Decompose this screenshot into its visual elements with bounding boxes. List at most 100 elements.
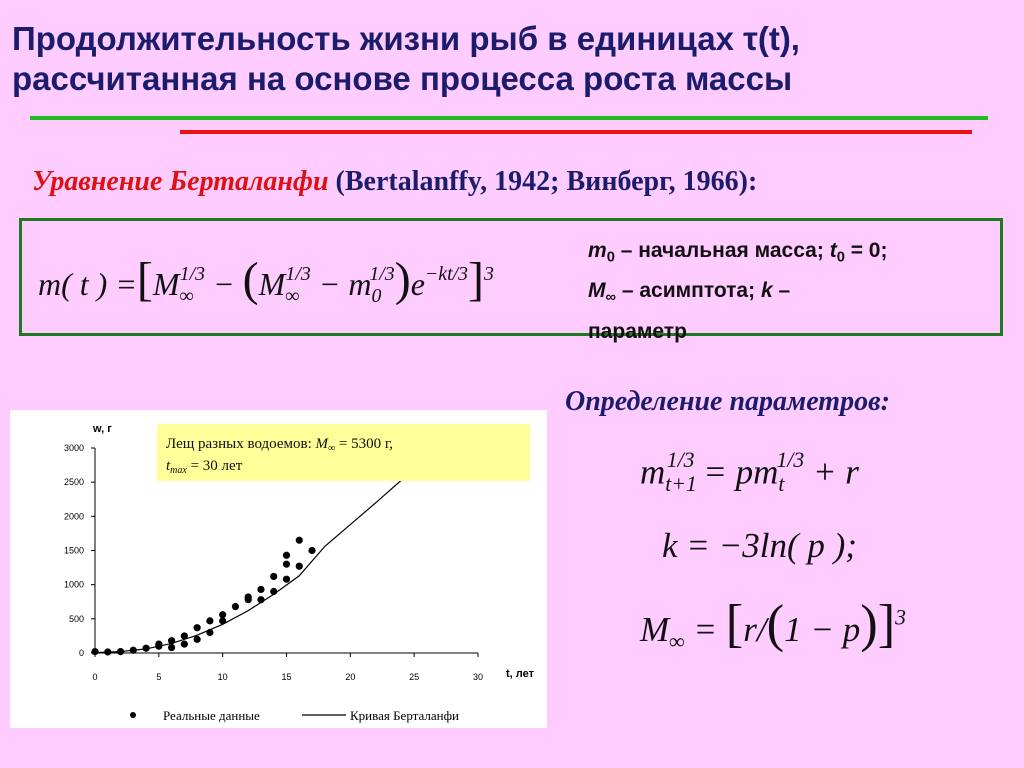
- point: [282, 560, 291, 568]
- point: [295, 536, 303, 544]
- x-tick-label: 20: [345, 672, 355, 682]
- point: [231, 602, 240, 611]
- f: ∞: [285, 284, 300, 307]
- f: m: [640, 452, 666, 492]
- point: [206, 617, 214, 625]
- f: ): [394, 253, 411, 306]
- y-axis-label: w, г: [92, 423, 112, 435]
- annotation-box: [157, 424, 530, 481]
- f: ): [860, 595, 878, 653]
- n: 0: [606, 249, 615, 266]
- a: max: [170, 465, 187, 476]
- f: −kt/3: [424, 263, 469, 286]
- legend-dot: [130, 712, 136, 718]
- point: [180, 640, 188, 648]
- a: t: [166, 458, 171, 474]
- heading-refs: (Bertalanffy, 1942; Винберг, 1966):: [335, 166, 758, 197]
- f: r: [743, 610, 757, 649]
- f: t: [778, 471, 785, 496]
- y-tick-label: 1000: [64, 580, 84, 590]
- n: k: [760, 279, 773, 303]
- heading-name: Уравнение Берталанфи: [32, 166, 329, 197]
- x-axis-label: t, лет: [506, 668, 535, 680]
- n: – начальная масса;: [614, 239, 830, 262]
- formula-box: [19, 218, 1003, 336]
- n: ∞: [605, 289, 616, 306]
- f: M: [258, 266, 286, 302]
- title-line: Продолжительность жизни рыб в единицах τ…: [12, 20, 800, 57]
- f: (: [766, 595, 785, 653]
- y-tick-label: 1500: [64, 546, 84, 556]
- point: [193, 635, 201, 643]
- point: [219, 611, 227, 619]
- formula-b: k = −3ln( p );: [662, 526, 857, 565]
- f: − m: [310, 266, 372, 302]
- n: M: [588, 279, 606, 303]
- x-tick-label: 30: [473, 672, 483, 682]
- f: 1/3: [666, 448, 695, 472]
- y-tick-label: 2500: [64, 477, 84, 487]
- f: ∞: [669, 629, 685, 654]
- f: ∞: [179, 284, 194, 307]
- annotation: tmax = 30 лет: [166, 458, 243, 476]
- point: [282, 575, 291, 583]
- a: M: [314, 436, 329, 452]
- formula-main: m( t ) =[M∞1/3 − (M∞1/3 − m01/3)e−kt/3]3: [38, 252, 494, 308]
- note: m0 – начальная масса; t0 = 0; M∞ – асимп…: [588, 234, 887, 349]
- f: 3: [895, 605, 907, 630]
- x-tick-label: 15: [281, 672, 291, 682]
- f: 1/3: [285, 263, 311, 286]
- f: 1/3: [179, 263, 206, 286]
- f: [: [136, 253, 153, 306]
- plot: 0 500 1000 1500 2000 2500 3000 0 5 10 15 20 25 30 w, г…: [64, 423, 535, 723]
- x-tick-label: 10: [218, 672, 228, 682]
- n: –: [772, 279, 791, 303]
- equation-heading: Уравнение Берталанфи (Bertalanffy, 1942;…: [32, 166, 757, 198]
- point: [180, 632, 188, 640]
- n: t: [829, 239, 837, 262]
- point: [142, 644, 150, 652]
- f: e: [410, 266, 425, 302]
- y-tick-label: 2000: [64, 511, 84, 521]
- point: [168, 643, 176, 652]
- point: [91, 648, 99, 656]
- legend-label: Кривая Берталанфи: [350, 708, 459, 723]
- a: = 30 лет: [187, 458, 243, 474]
- formula-c: M∞ = [r/(1 − p)]3: [640, 594, 906, 655]
- f: ]: [877, 595, 896, 653]
- params-heading: Определение параметров:: [565, 386, 890, 417]
- f: = pm: [694, 452, 779, 492]
- n: – асимптота;: [615, 279, 761, 303]
- a: = 5300 г,: [335, 436, 393, 452]
- point: [193, 624, 201, 632]
- point: [270, 572, 278, 581]
- f: ]: [468, 253, 485, 306]
- n: параметр: [588, 319, 687, 343]
- x-tick-label: 25: [409, 672, 419, 682]
- y-tick-label: 3000: [64, 443, 84, 453]
- formula-a: mt+11/3 = pmt1/3 + r: [640, 448, 859, 497]
- point: [257, 585, 265, 594]
- f: −: [205, 266, 243, 302]
- chart: 0 500 1000 1500 2000 2500 3000 0 5 10 15 20 25 30 w, г…: [10, 410, 547, 728]
- f: 1/3: [369, 263, 395, 286]
- f: [: [725, 595, 744, 653]
- point: [308, 546, 316, 555]
- f: 1 − p: [784, 610, 861, 649]
- title-line: рассчитанная на основе процесса роста ма…: [12, 60, 793, 97]
- f: t+1: [665, 471, 697, 496]
- rule: [30, 116, 988, 120]
- f: + r: [804, 452, 859, 492]
- point: [282, 551, 291, 559]
- point: [244, 593, 252, 601]
- f: m( t ) =: [38, 266, 137, 302]
- legend-label: Реальные данные: [163, 708, 260, 723]
- f: /: [756, 610, 767, 649]
- y-tick-label: 500: [69, 614, 84, 624]
- curve: [94, 479, 402, 654]
- x-tick-label: 5: [156, 672, 161, 682]
- y-tick-label: 0: [79, 648, 84, 658]
- x-tick-label: 0: [92, 672, 97, 682]
- f: M: [640, 610, 670, 649]
